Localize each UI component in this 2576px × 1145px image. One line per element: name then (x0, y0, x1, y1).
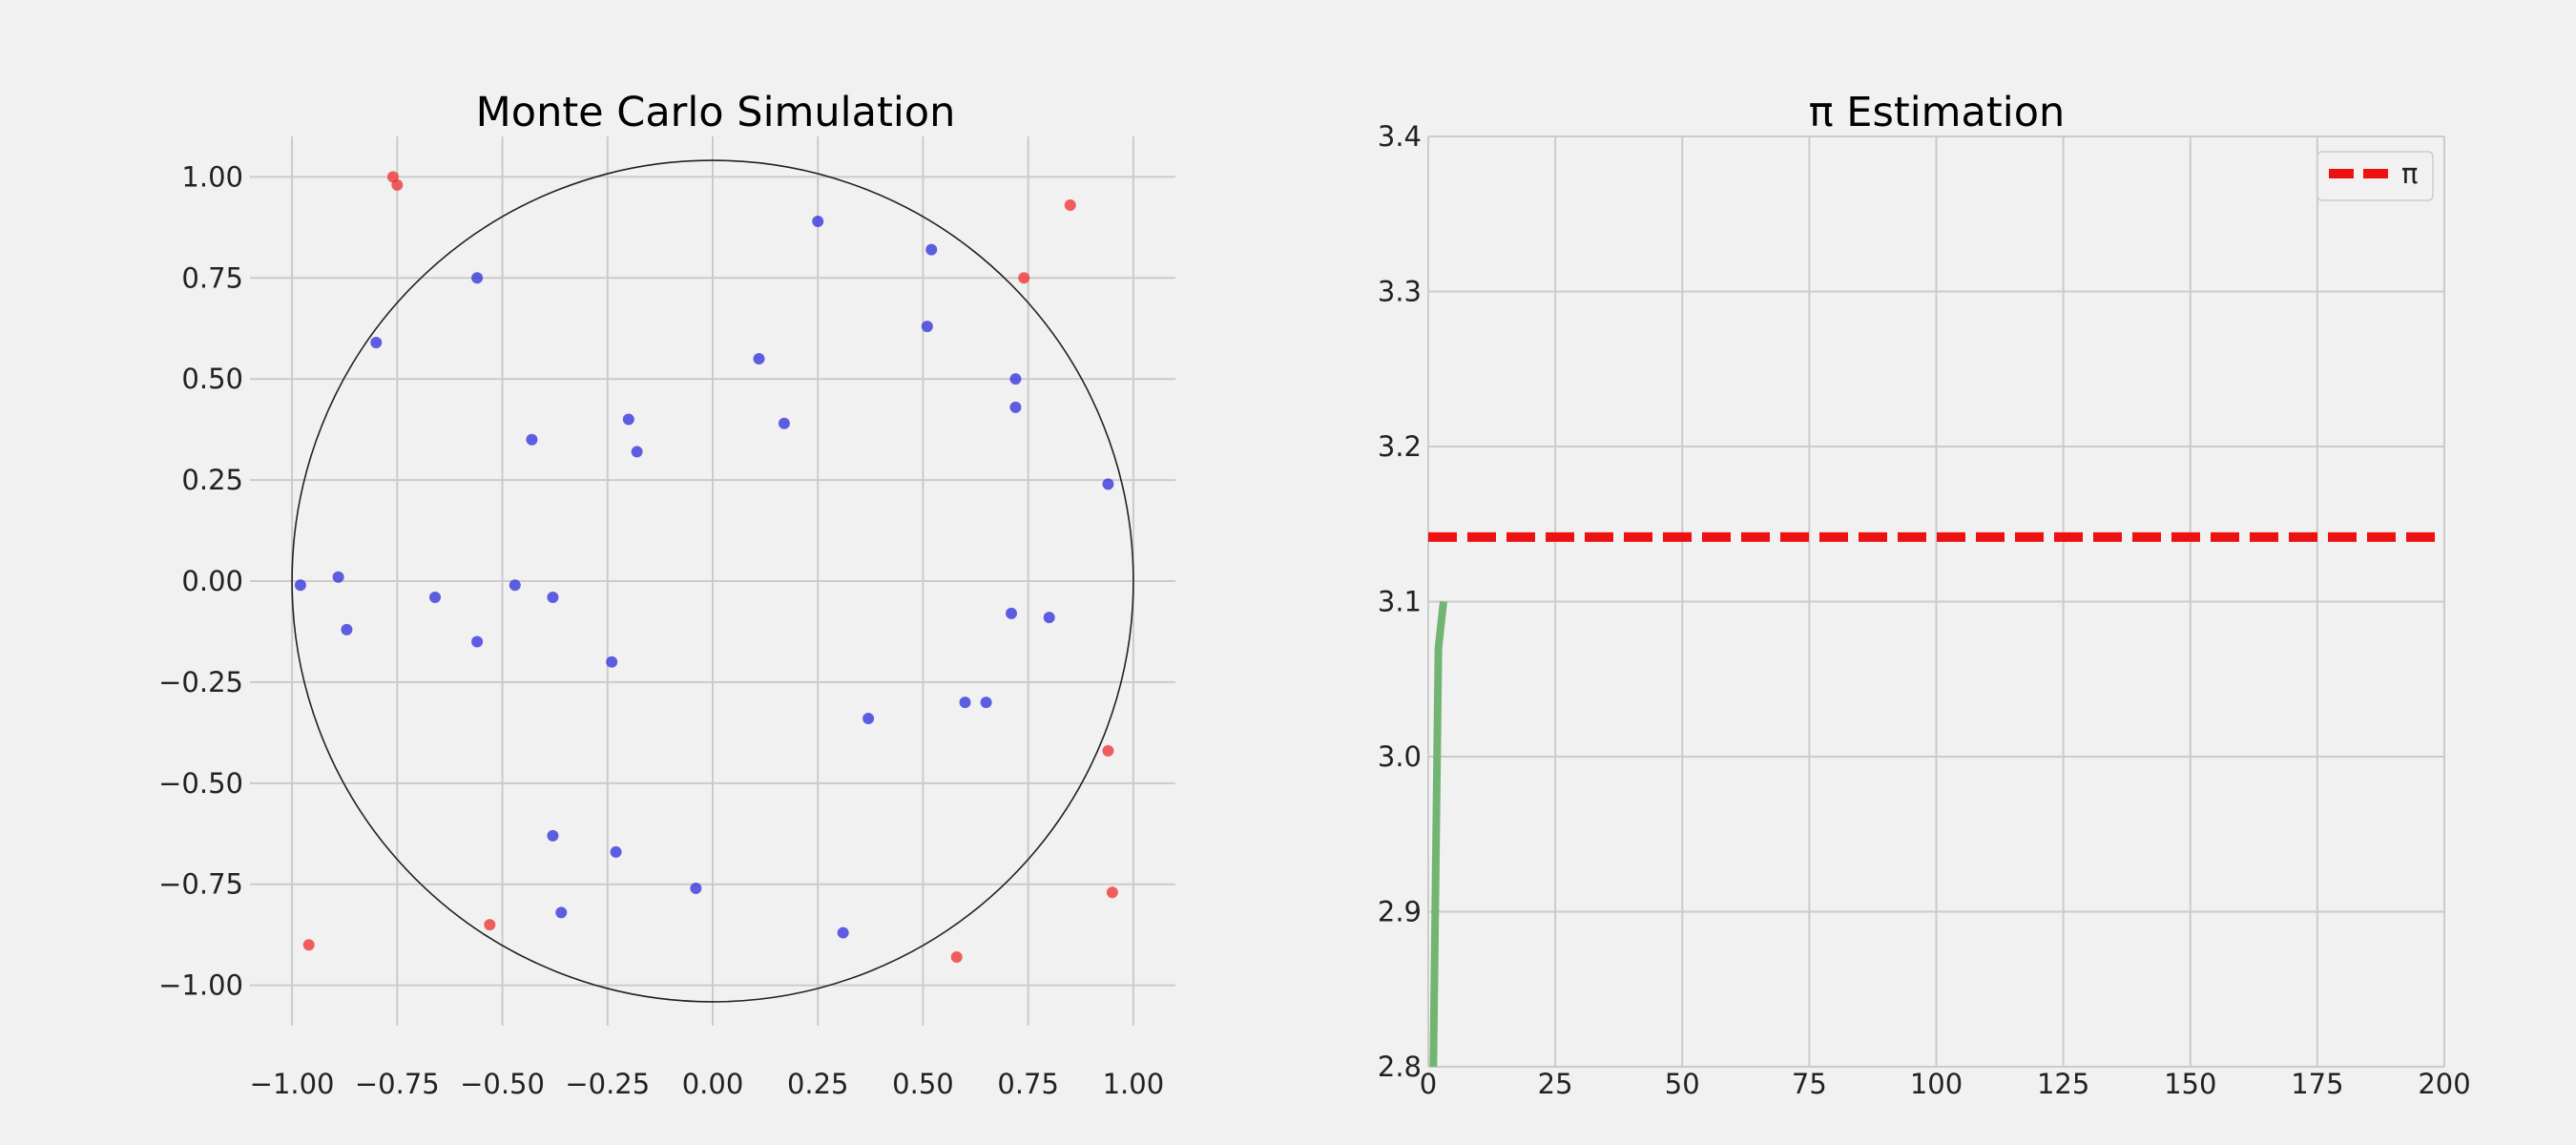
scatter-chart-title: Monte Carlo Simulation (476, 89, 956, 136)
point-outside-circle (1064, 199, 1076, 212)
point-inside-circle (925, 243, 938, 256)
point-inside-circle (547, 591, 559, 603)
line-chart-title: π Estimation (1809, 89, 2066, 136)
point-inside-circle (471, 635, 484, 648)
right-grid (1427, 135, 2445, 1068)
point-inside-circle (526, 433, 538, 446)
point-inside-circle (429, 591, 441, 603)
point-inside-circle (606, 656, 618, 668)
left-x-tick-label: 0.75 (997, 1068, 1059, 1100)
point-inside-circle (980, 697, 992, 709)
left-y-tick-labels: −1.00 −0.75 −0.50 −0.25 0.00 0.25 0.50 0.75 1.00 (158, 160, 243, 1001)
right-x-tick-label: 25 (1538, 1068, 1573, 1100)
left-y-tick-label: −0.50 (158, 767, 243, 800)
left-x-tick-labels: −1.00 −0.75 −0.50 −0.25 0.00 0.25 0.50 0.75 1.00 (250, 1068, 1165, 1100)
left-y-tick-label: −0.25 (158, 666, 243, 698)
left-x-tick-label: −0.50 (460, 1068, 545, 1100)
left-y-tick-label: −1.00 (158, 969, 243, 1002)
right-x-tick-label: 150 (2164, 1068, 2216, 1100)
point-inside-circle (370, 337, 383, 349)
legend-label-pi: π (2401, 157, 2418, 190)
point-inside-circle (921, 321, 933, 333)
right-y-tick-label: 3.2 (1378, 430, 1422, 463)
point-inside-circle (1006, 607, 1018, 619)
left-y-tick-label: 0.75 (181, 261, 243, 294)
left-y-tick-label: 0.50 (181, 363, 243, 395)
point-inside-circle (1009, 373, 1022, 385)
point-outside-circle (1106, 886, 1118, 899)
left-x-tick-label: −1.00 (250, 1068, 335, 1100)
legend: π (2316, 151, 2434, 201)
left-x-tick-label: 0.50 (892, 1068, 954, 1100)
point-inside-circle (622, 413, 634, 426)
point-inside-circle (631, 446, 643, 458)
right-y-tick-label: 2.9 (1378, 896, 1422, 928)
monte-carlo-scatter-plot: −1.00 −0.75 −0.50 −0.25 0.00 0.25 0.50 0.75 1.00… (158, 89, 1175, 1100)
point-outside-circle (391, 178, 404, 191)
point-inside-circle (555, 906, 568, 919)
left-x-tick-label: 0.00 (682, 1068, 744, 1100)
left-x-tick-label: 0.25 (787, 1068, 849, 1100)
point-inside-circle (509, 579, 521, 592)
right-x-tick-label: 50 (1665, 1068, 1700, 1100)
point-inside-circle (959, 697, 971, 709)
right-x-tick-label: 100 (1910, 1068, 1963, 1100)
left-x-tick-label: 1.00 (1103, 1068, 1165, 1100)
right-x-tick-label: 175 (2291, 1068, 2343, 1100)
pi-estimate-series-line (1429, 601, 1447, 1067)
point-inside-circle (690, 882, 702, 894)
left-y-tick-label: 1.00 (181, 160, 243, 193)
point-inside-circle (753, 353, 765, 364)
left-y-tick-label: 0.00 (181, 565, 243, 597)
point-inside-circle (837, 926, 849, 939)
right-x-tick-labels: 0 25 50 75 100 125 150 175 200 (1420, 1068, 2471, 1100)
point-outside-circle (1018, 272, 1030, 284)
point-inside-circle (547, 829, 559, 842)
right-y-tick-label: 3.0 (1378, 740, 1422, 773)
point-outside-circle (302, 939, 315, 951)
left-y-tick-label: −0.75 (158, 868, 243, 901)
right-y-tick-label: 2.8 (1378, 1051, 1422, 1083)
scatter-points (294, 171, 1118, 963)
left-grid (250, 136, 1175, 1026)
point-inside-circle (1009, 401, 1022, 413)
right-y-tick-label: 3.3 (1378, 276, 1422, 308)
pi-estimation-line-plot: 0 25 50 75 100 125 150 175 200 2.8 2.9 3.0 3.1 3.2 3.… (1378, 89, 2471, 1100)
point-outside-circle (484, 919, 496, 931)
right-x-tick-label: 0 (1420, 1068, 1437, 1100)
right-y-tick-labels: 2.8 2.9 3.0 3.1 3.2 3.3 3.4 (1378, 120, 1422, 1083)
point-outside-circle (950, 950, 963, 963)
right-x-tick-label: 75 (1792, 1068, 1827, 1100)
point-inside-circle (341, 623, 353, 635)
point-inside-circle (1102, 478, 1114, 490)
left-y-tick-label: 0.25 (181, 464, 243, 496)
right-x-tick-label: 125 (2037, 1068, 2089, 1100)
right-y-tick-label: 3.1 (1378, 586, 1422, 618)
point-inside-circle (610, 845, 622, 858)
point-outside-circle (1102, 744, 1114, 757)
left-x-tick-label: −0.25 (565, 1068, 650, 1100)
point-inside-circle (1043, 612, 1055, 624)
point-inside-circle (294, 579, 306, 592)
point-inside-circle (862, 713, 875, 725)
left-x-tick-label: −0.75 (355, 1068, 440, 1100)
point-inside-circle (812, 215, 824, 227)
point-inside-circle (778, 417, 790, 429)
right-y-tick-label: 3.4 (1378, 120, 1422, 153)
point-inside-circle (332, 571, 344, 583)
point-inside-circle (471, 272, 484, 284)
right-x-tick-label: 200 (2418, 1068, 2470, 1100)
unit-circle (291, 159, 1134, 1003)
